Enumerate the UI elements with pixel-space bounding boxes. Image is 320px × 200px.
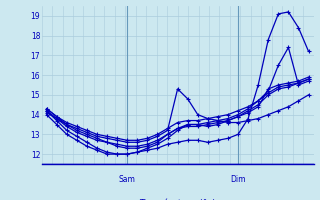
Text: Dim: Dim [230,175,246,184]
Text: Sam: Sam [119,175,136,184]
Text: Température (°c): Température (°c) [139,199,216,200]
